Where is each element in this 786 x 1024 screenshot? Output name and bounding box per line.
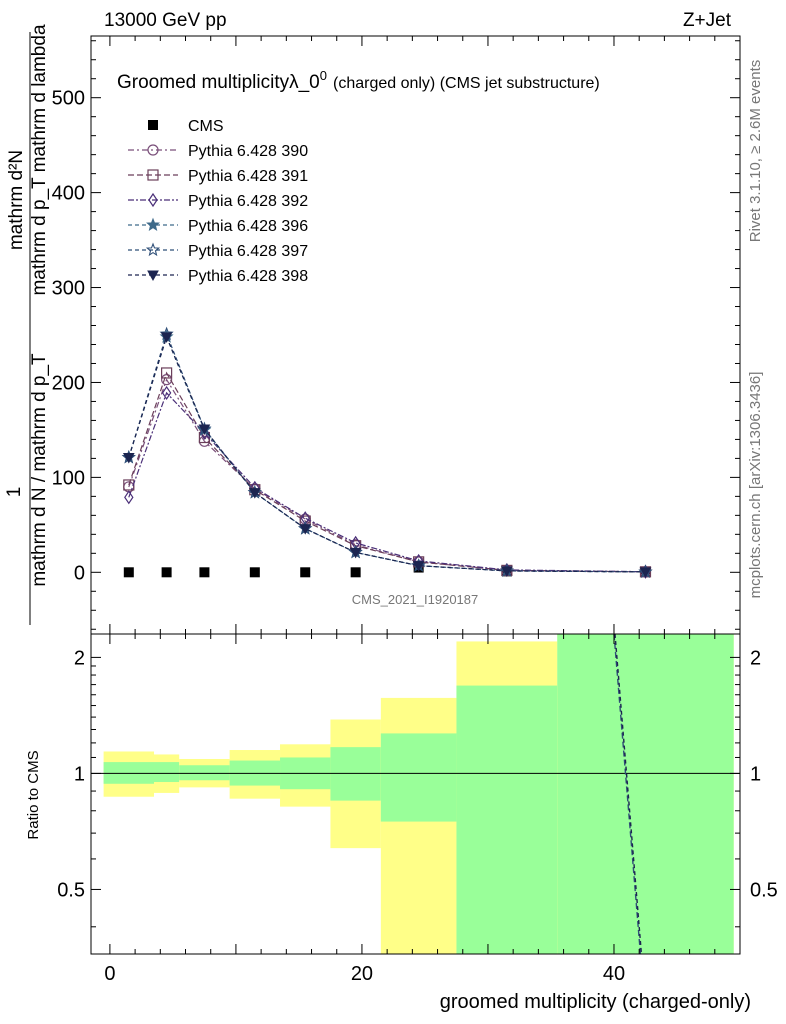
data-point [350, 567, 361, 578]
plot-title-main: Groomed multiplicityλ_0 [117, 72, 320, 93]
mc-point [639, 567, 652, 578]
ratio-band-green [179, 765, 230, 781]
main-panel: 0 100 200 300 400 500 Groomed multiplicityλ_0… [52, 35, 741, 635]
rivet-label: Rivet 3.1.10, ≥ 2.6M events [747, 60, 764, 243]
legend-marker [147, 169, 159, 181]
plot-subtitle: (charged only) (CMS jet substructure) [333, 75, 600, 92]
ratio-frame [90, 633, 741, 955]
legend-marker [147, 270, 159, 282]
y-tick-label: 400 [52, 183, 85, 205]
mc-point [248, 488, 261, 499]
x-tick-label: 20 [351, 963, 373, 985]
ratio-band-green [456, 685, 558, 954]
y-tick-label: 0 [74, 562, 85, 584]
series-line [128, 371, 646, 573]
y-tick-label: 200 [52, 372, 85, 394]
mc-point [161, 367, 173, 379]
data-point [249, 567, 260, 578]
mc-point [299, 524, 312, 535]
mc-point [161, 385, 172, 400]
mc-point [501, 566, 513, 577]
legend-label: CMS [188, 118, 224, 135]
legend-marker [147, 144, 159, 156]
mc-point [349, 547, 362, 559]
series-line [128, 391, 646, 573]
plot-title-sup: 0 [320, 68, 327, 83]
ylabel-one: 1 [4, 487, 25, 498]
ratio-band-green [557, 634, 734, 954]
ratio-y-tick-label: 1 [74, 763, 85, 785]
legend-label: Pythia 6.428 390 [188, 143, 308, 160]
ratio-y-tick-label-right: 1 [750, 763, 761, 785]
ratio-panel: 0.5 0.51 12 20 20 40 [57, 633, 778, 985]
x-tick-label: 40 [603, 963, 625, 985]
ratio-y-tick-label: 2 [74, 647, 85, 669]
ylabel-numerator: mathrm d²N [6, 150, 27, 250]
data-point [199, 567, 210, 578]
ratio-mc-lines [613, 633, 643, 955]
data-point [161, 567, 172, 578]
series-line [128, 378, 646, 573]
ratio-mc-line [614, 633, 643, 955]
legend-marker [145, 242, 161, 257]
ratio-ylabel: Ratio to CMS [25, 750, 42, 839]
data-point [300, 567, 311, 578]
ylabel-numerator-2: mathrm d p_T mathrm d lambda [29, 24, 50, 295]
legend-marker [148, 192, 158, 208]
xlabel: groomed multiplicity (charged-only) [440, 991, 751, 1013]
series-line [128, 332, 646, 573]
legend-label: Pythia 6.428 397 [188, 243, 308, 260]
mc-point [412, 561, 425, 572]
legend-label: Pythia 6.428 396 [188, 218, 308, 235]
legend: CMS Pythia 6.428 390 Pythia 6.428 391 Pythi… [128, 118, 308, 285]
main-ylabel: 1 mathrm d²N mathrm d p_T mathrm d lambd… [4, 24, 50, 625]
process-label: Z+Jet [683, 10, 732, 31]
main-marks [121, 326, 653, 579]
main-yticks: 0 100 200 300 400 500 [52, 36, 740, 634]
ratio-bands [103, 634, 734, 954]
legend-label: Pythia 6.428 392 [188, 193, 308, 210]
mc-point [124, 490, 134, 505]
mc-point [122, 452, 135, 464]
ratio-band-green [380, 733, 457, 822]
plot-title: Groomed multiplicityλ_00 (charged only) (… [117, 68, 600, 93]
legend-label: Pythia 6.428 391 [188, 168, 308, 185]
analysis-label: CMS_2021_I1920187 [352, 592, 479, 607]
ratio-band-green [154, 762, 180, 783]
ylabel-denominator: mathrm d N / mathrm d p_T [29, 353, 50, 587]
data-point [123, 567, 134, 578]
series-line [128, 335, 646, 573]
series-line [128, 335, 646, 573]
x-tick-label: 0 [104, 963, 115, 985]
ratio-y-tick-label: 0.5 [57, 879, 85, 901]
ratio-y-tick-label-right: 2 [750, 647, 761, 669]
legend-label: Pythia 6.428 398 [188, 268, 308, 285]
ratio-ticks: 0.5 0.51 12 20 20 40 [57, 634, 778, 985]
legend-marker [146, 217, 160, 232]
mc-point [161, 374, 173, 386]
mc-point [198, 424, 211, 436]
mc-point [160, 332, 173, 343]
y-tick-label: 500 [52, 88, 85, 110]
mcplots-label: mcplots.cern.ch [arXiv:1306.3436] [747, 372, 764, 599]
legend-marker [148, 120, 158, 130]
beam-label: 13000 GeV pp [104, 10, 227, 31]
y-tick-label: 300 [52, 278, 85, 300]
ratio-y-tick-label-right: 0.5 [750, 879, 778, 901]
y-tick-label: 100 [52, 467, 85, 489]
